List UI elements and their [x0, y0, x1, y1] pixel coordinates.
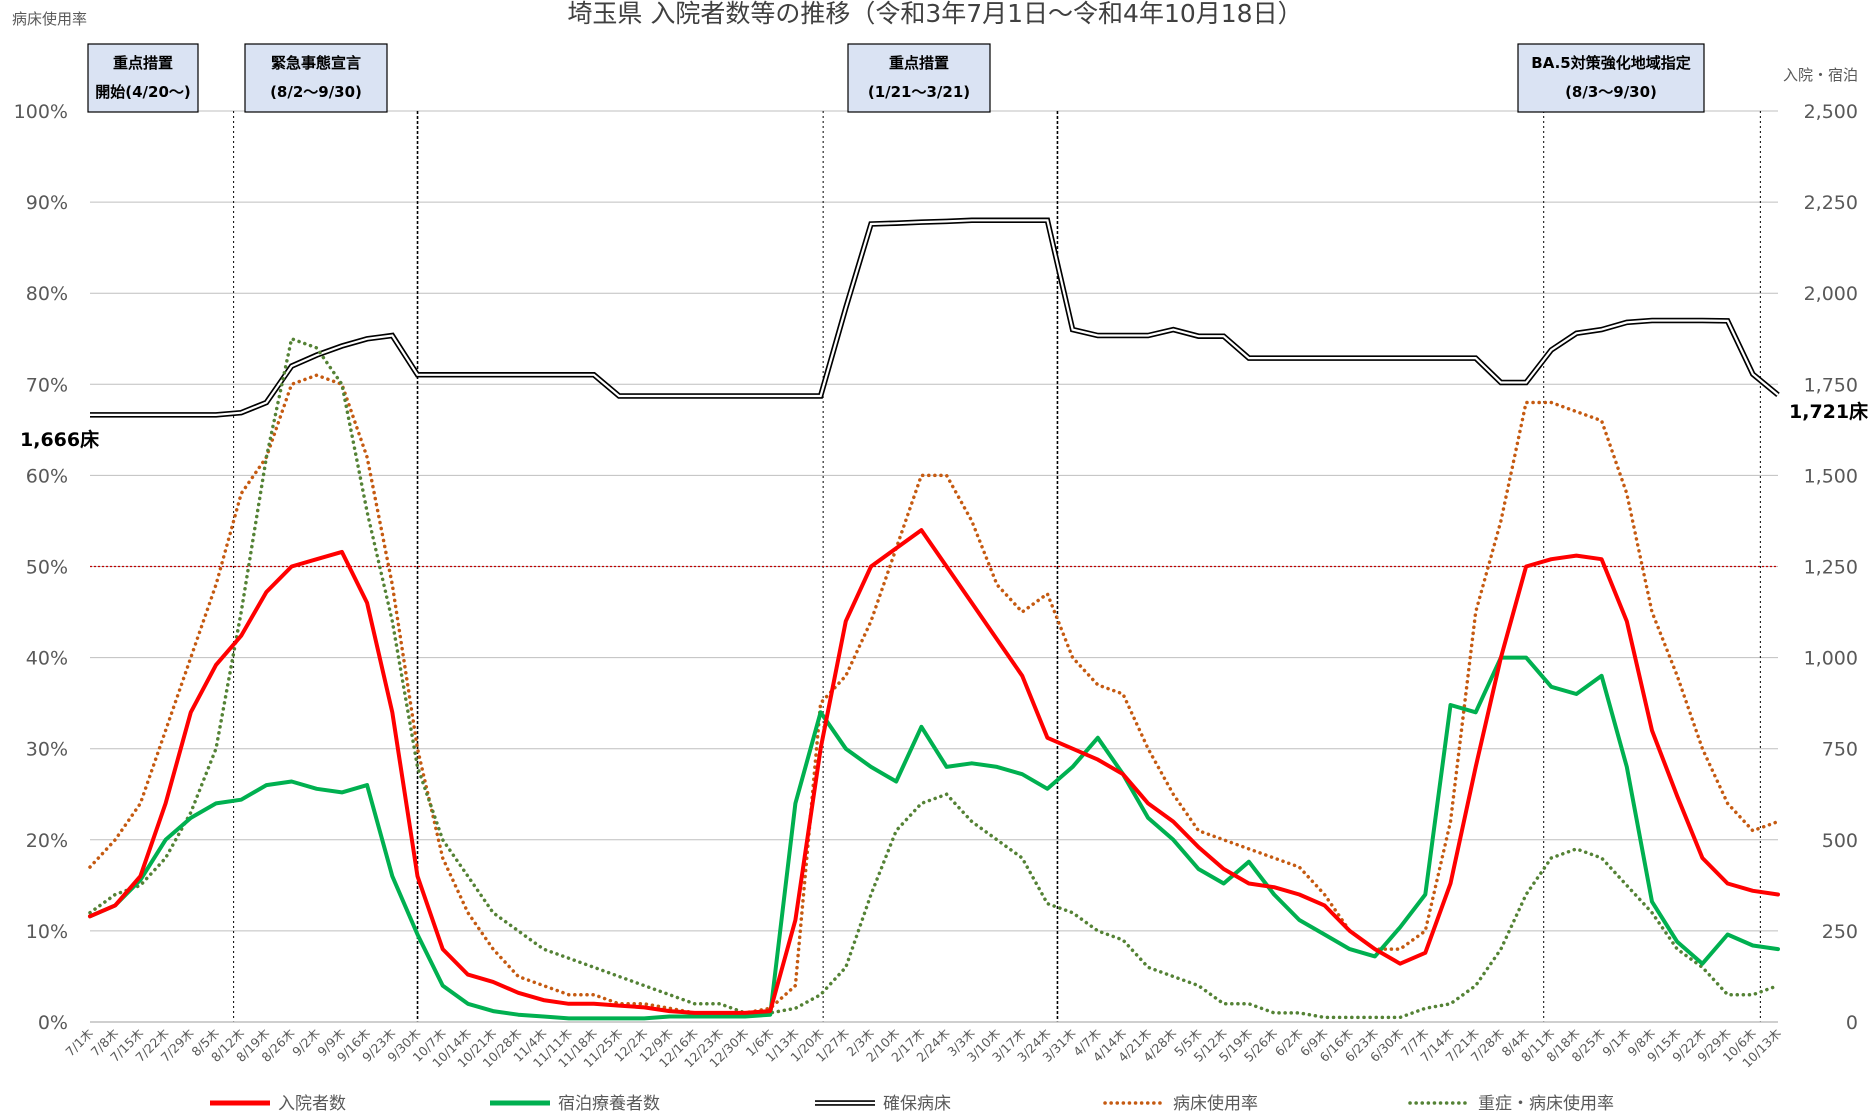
legend-label: 重症・病床使用率 — [1478, 1093, 1614, 1113]
left-tick-label: 60% — [26, 465, 68, 487]
right-tick-label: 2,500 — [1804, 101, 1858, 123]
series-3-line — [88, 373, 1780, 1015]
right-tick-label: 0 — [1846, 1012, 1858, 1034]
annotation-box — [87, 43, 199, 113]
legend-label: 入院者数 — [278, 1094, 346, 1113]
left-tick-label: 0% — [38, 1012, 68, 1034]
annotation-2: 重点措置 (1/21～3/21) — [847, 43, 991, 113]
left-y-ticks: 0% 10% 20% 30% 40% 50% 60% 70% 80% 90% 100% — [14, 101, 68, 1034]
annotation-3: BA.5対策強化地域指定 (8/3～9/30) — [1517, 43, 1705, 113]
annotation-1: 緊急事態宣言 (8/2～9/30) — [244, 43, 388, 113]
left-tick-label: 90% — [26, 192, 68, 214]
right-tick-label: 500 — [1822, 830, 1858, 852]
annotation-line2: (8/2～9/30) — [270, 83, 362, 101]
bed-count-end-label: 1,721床 — [1789, 400, 1868, 423]
right-tick-label: 1,000 — [1804, 648, 1858, 670]
left-tick-label: 20% — [26, 830, 68, 852]
annotation-box — [847, 43, 991, 113]
left-tick-label: 50% — [26, 557, 68, 579]
series-4-line — [88, 336, 1780, 1020]
legend-label: 宿泊療養者数 — [558, 1094, 660, 1113]
annotation-line2: (8/3～9/30) — [1565, 83, 1657, 101]
annotation-box — [1517, 43, 1705, 113]
legend-item-0: 入院者数 — [210, 1094, 346, 1113]
legend-label: 確保病床 — [883, 1094, 951, 1113]
legend-item-3: 病床使用率 — [1103, 1093, 1258, 1113]
annotation-line1: BA.5対策強化地域指定 — [1531, 54, 1690, 72]
left-tick-label: 30% — [26, 739, 68, 761]
series-2-inner-line — [90, 219, 1779, 416]
legend-item-4: 重症・病床使用率 — [1408, 1093, 1614, 1113]
left-tick-label: 100% — [14, 101, 68, 123]
left-tick-label: 80% — [26, 283, 68, 305]
annotation-line1: 重点措置 — [889, 54, 949, 72]
right-axis-title: 入院・宿泊 — [1783, 66, 1858, 84]
bed-count-start-label: 1,666床 — [20, 428, 99, 451]
left-tick-label: 70% — [26, 374, 68, 396]
series-1-line — [88, 655, 1780, 1021]
right-tick-label: 1,250 — [1804, 557, 1858, 579]
legend-label: 病床使用率 — [1173, 1093, 1258, 1113]
series-0-line — [88, 528, 1780, 1015]
left-tick-label: 10% — [26, 921, 68, 943]
annotation-line1: 重点措置 — [113, 54, 173, 72]
chart-title: 埼玉県 入院者数等の推移（令和3年7月1日～令和4年10月18日） — [567, 0, 1302, 28]
right-tick-label: 1,750 — [1804, 374, 1858, 396]
annotation-line2: 開始(4/20～) — [95, 83, 191, 101]
left-axis-title: 病床使用率 — [12, 10, 87, 28]
right-tick-label: 2,000 — [1804, 283, 1858, 305]
annotation-box — [244, 43, 388, 113]
legend-item-2: 確保病床 — [815, 1094, 951, 1113]
right-tick-label: 1,500 — [1804, 465, 1858, 487]
right-tick-label: 2,250 — [1804, 192, 1858, 214]
left-tick-label: 40% — [26, 648, 68, 670]
annotation-line2: (1/21～3/21) — [868, 83, 970, 101]
right-tick-label: 250 — [1822, 921, 1858, 943]
right-tick-label: 750 — [1822, 739, 1858, 761]
right-y-ticks: 0 250 500 750 1,000 1,250 1,500 1,750 2,000 2,250… — [1804, 101, 1858, 1034]
series-layer — [88, 217, 1780, 1021]
annotation-line1: 緊急事態宣言 — [271, 54, 361, 72]
legend: 入院者数 宿泊療養者数 確保病床 病床使用率 重症・病床使用率 — [210, 1093, 1614, 1113]
legend-item-1: 宿泊療養者数 — [490, 1094, 660, 1113]
